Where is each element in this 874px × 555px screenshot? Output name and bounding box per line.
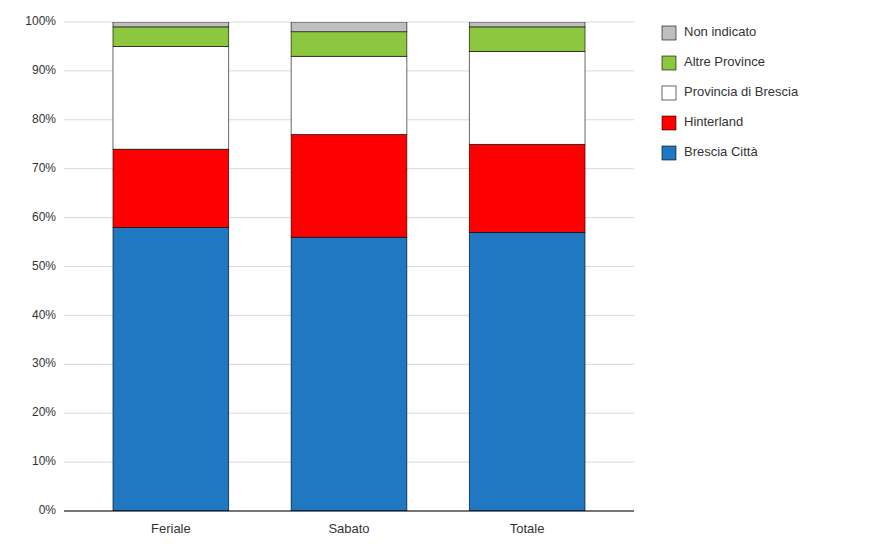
y-tick-label: 80% <box>32 112 56 126</box>
bar-segment <box>291 22 407 32</box>
legend-label: Altre Province <box>684 54 765 69</box>
bar-segment <box>113 149 229 227</box>
bar-segment <box>469 144 585 232</box>
y-tick-label: 50% <box>32 259 56 273</box>
x-tick-label: Totale <box>510 521 545 536</box>
grid-line <box>64 511 634 512</box>
x-tick-label: Feriale <box>151 521 191 536</box>
legend-swatch <box>662 116 676 130</box>
bar-segment <box>291 56 407 134</box>
y-tick-label: 20% <box>32 405 56 419</box>
legend-label: Brescia Città <box>684 144 758 159</box>
grid <box>64 22 634 511</box>
bar-segment <box>469 27 585 51</box>
bar-segment <box>291 32 407 56</box>
chart-container: 0% 10% 20% 30% 40% 50% 60% 70% 80% 90% 100% Feriale… <box>0 0 874 555</box>
y-axis: 0% 10% 20% 30% 40% 50% 60% 70% 80% 90% 100% <box>25 14 56 517</box>
y-tick-label: 10% <box>32 454 56 468</box>
bar-segment <box>113 46 229 149</box>
legend-label: Non indicato <box>684 24 756 39</box>
series <box>113 22 585 32</box>
series <box>113 134 585 237</box>
legend: Non indicato Altre Province Provincia di B… <box>662 24 799 160</box>
x-axis-line <box>64 511 634 512</box>
bar-segment <box>469 22 585 27</box>
x-axis: Feriale Sabato Totale <box>64 511 634 536</box>
bar-segment <box>291 134 407 237</box>
bar-segment <box>113 27 229 47</box>
bar-segment <box>113 227 229 511</box>
y-tick-label: 60% <box>32 210 56 224</box>
bar-segment <box>469 51 585 144</box>
y-tick-label: 70% <box>32 161 56 175</box>
bar-segment <box>291 237 407 511</box>
x-tick-label: Sabato <box>328 521 369 536</box>
series <box>113 46 585 149</box>
bar-segment <box>469 232 585 511</box>
legend-swatch <box>662 26 676 40</box>
bar-segment <box>113 22 229 27</box>
series <box>113 227 585 511</box>
y-tick-label: 30% <box>32 356 56 370</box>
y-tick-label: 90% <box>32 63 56 77</box>
legend-label: Provincia di Brescia <box>684 84 799 99</box>
legend-swatch <box>662 86 676 100</box>
y-tick-label: 0% <box>39 503 57 517</box>
y-tick-label: 40% <box>32 308 56 322</box>
bars <box>113 22 585 511</box>
legend-swatch <box>662 56 676 70</box>
chart-svg: 0% 10% 20% 30% 40% 50% 60% 70% 80% 90% 100% Feriale… <box>0 0 874 555</box>
legend-label: Hinterland <box>684 114 743 129</box>
legend-swatch <box>662 146 676 160</box>
y-tick-label: 100% <box>25 14 56 28</box>
